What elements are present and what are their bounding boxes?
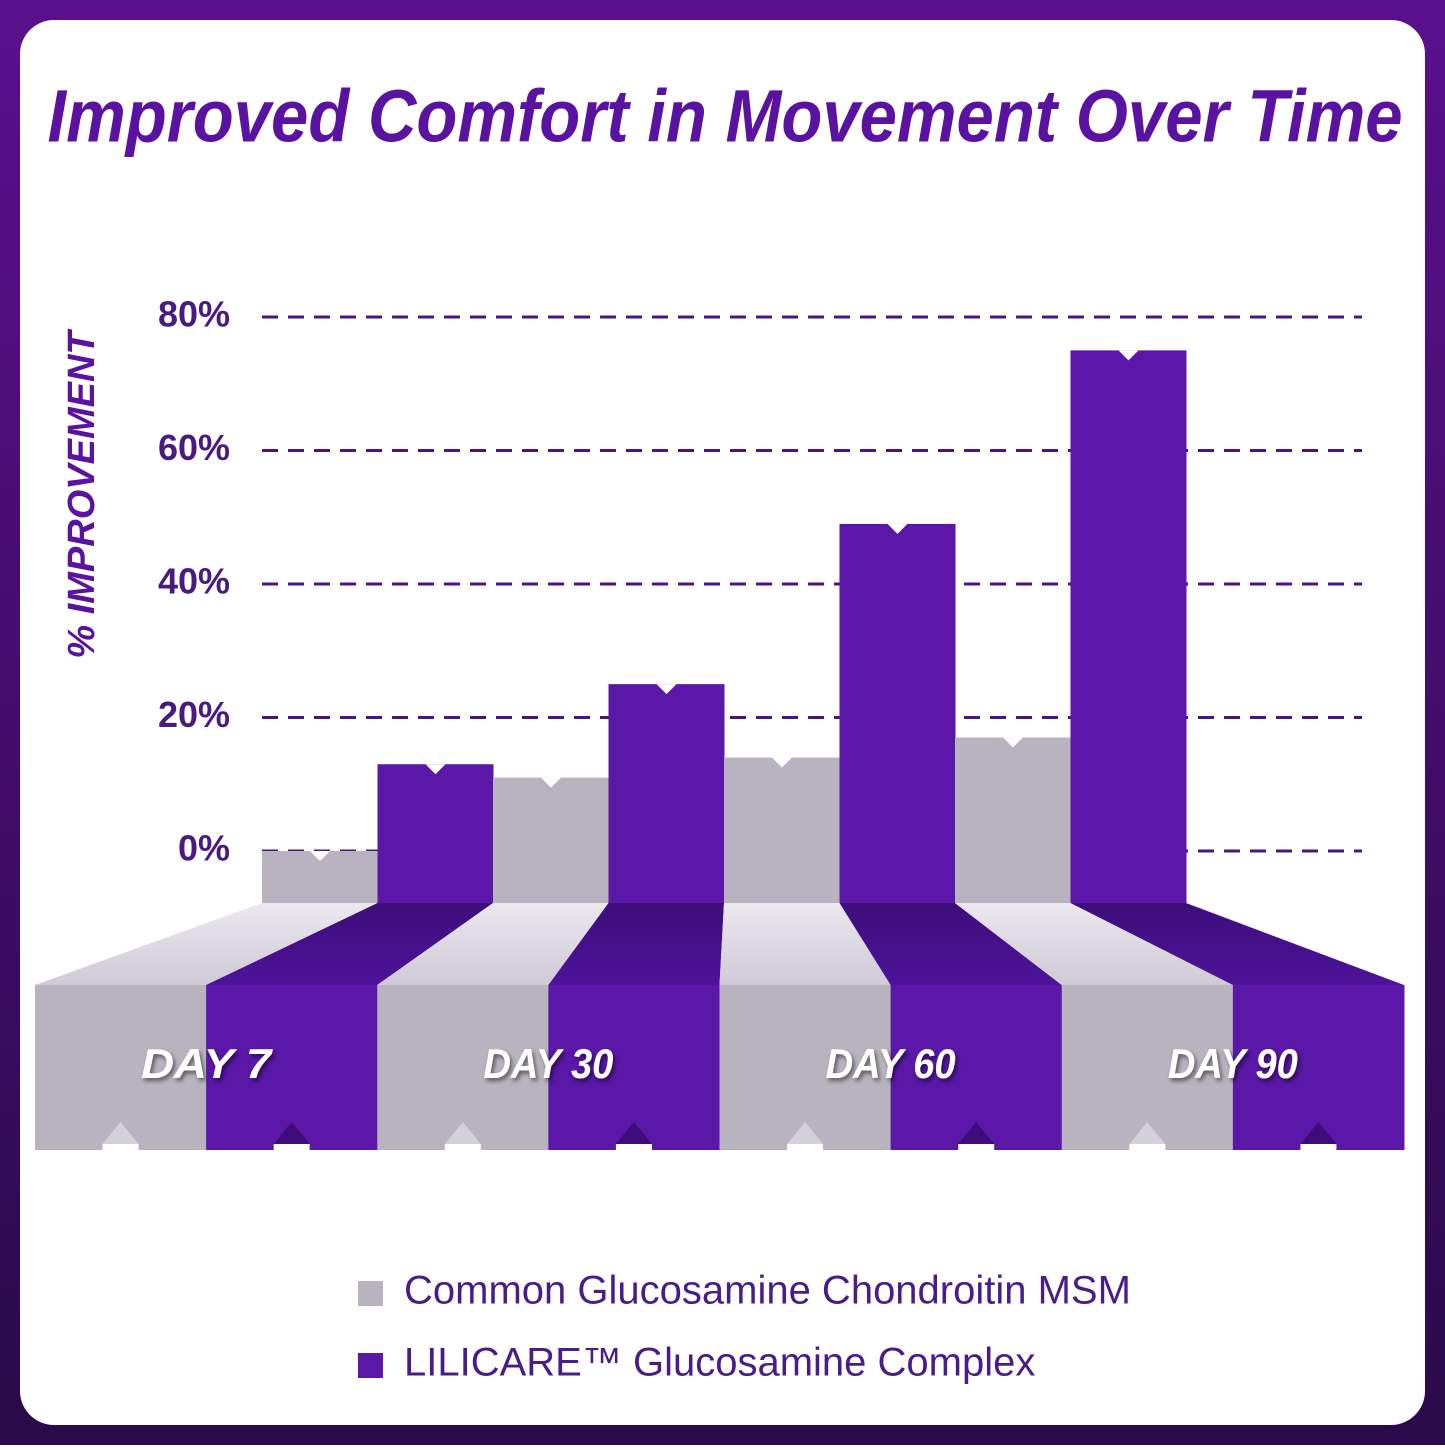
y-tick-label: 0%	[178, 828, 230, 869]
legend-swatch	[358, 1353, 383, 1378]
floor-stripe	[1070, 903, 1404, 985]
y-tick-label: 80%	[158, 294, 230, 335]
floor-stripe	[548, 903, 724, 985]
notch-gap	[273, 1144, 310, 1150]
notch-gap	[787, 1144, 824, 1150]
bar-notch	[887, 523, 908, 534]
floor-stripe	[377, 903, 609, 985]
bar-notch	[1118, 350, 1139, 361]
x-tick-label: DAY 30	[483, 1040, 613, 1087]
y-tick-label: 40%	[158, 561, 230, 602]
legend-swatch	[358, 1281, 383, 1306]
notch-gap	[102, 1144, 139, 1150]
bar-notch	[772, 757, 792, 768]
floor-stripe	[206, 903, 493, 985]
notch-gap	[1300, 1144, 1337, 1150]
bar-notch	[310, 851, 330, 861]
legend-label: Common Glucosamine Chondroitin MSM	[404, 1269, 1131, 1313]
bar	[724, 757, 840, 903]
notch	[444, 1122, 481, 1144]
y-axis-label: % IMPROVEMENT	[61, 329, 103, 659]
notch-gap	[1129, 1144, 1166, 1150]
chart-title: Improved Comfort in Movement Over Time	[48, 75, 1403, 158]
bar	[493, 777, 609, 903]
x-tick-label: DAY 60	[826, 1040, 956, 1087]
bar-notch	[425, 764, 446, 775]
x-tick-label: DAY 90	[1168, 1040, 1298, 1087]
x-tick-label: DAY 7	[141, 1040, 273, 1087]
notch	[273, 1122, 310, 1144]
notch	[1300, 1122, 1337, 1144]
bar-notch	[1003, 737, 1023, 748]
floor-stripe	[719, 903, 891, 985]
notch	[1129, 1122, 1166, 1144]
notch	[615, 1122, 652, 1144]
notch-gap	[615, 1144, 652, 1150]
notch-gap	[444, 1144, 481, 1150]
floor-stripe	[839, 903, 1062, 985]
notch-gap	[958, 1144, 995, 1150]
bar	[608, 684, 725, 903]
floor-stripe	[955, 903, 1233, 985]
bar-notch	[656, 684, 677, 695]
bar-notch	[541, 777, 561, 788]
y-tick-label: 60%	[158, 427, 230, 468]
y-tick-label: 20%	[158, 694, 230, 735]
floor-stripe	[35, 903, 378, 985]
bar	[955, 737, 1071, 903]
bar	[1070, 350, 1187, 903]
legend-label: LILICARE™ Glucosamine Complex	[404, 1341, 1035, 1385]
bar	[839, 523, 956, 903]
notch	[958, 1122, 995, 1144]
notch	[787, 1122, 824, 1144]
bar	[377, 764, 494, 903]
notch	[102, 1122, 139, 1144]
